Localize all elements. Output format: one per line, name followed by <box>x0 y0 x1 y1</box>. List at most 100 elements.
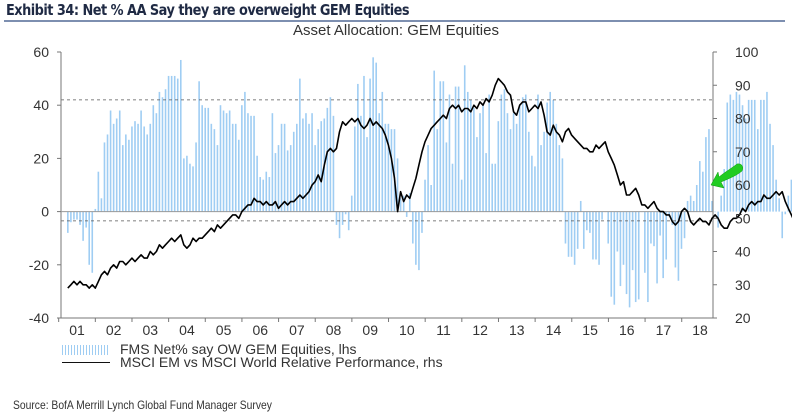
bar <box>695 185 698 212</box>
x-tick-label: 12 <box>472 322 488 338</box>
bar <box>115 118 118 212</box>
bar <box>482 105 484 212</box>
right-tick-label: 100 <box>735 44 759 60</box>
bar <box>289 145 292 212</box>
bar <box>253 115 255 212</box>
bar <box>97 171 100 212</box>
bar <box>442 81 445 212</box>
bar <box>494 163 497 212</box>
bar <box>250 115 252 212</box>
bar <box>613 211 616 305</box>
bar <box>82 211 84 241</box>
bar <box>619 211 622 287</box>
bar <box>488 94 490 212</box>
bar <box>222 110 225 212</box>
bar <box>418 211 420 271</box>
bar <box>534 166 536 212</box>
bar <box>350 195 353 212</box>
bar <box>210 123 213 212</box>
bar <box>134 121 136 212</box>
x-tick-label: 06 <box>252 322 268 338</box>
bar <box>637 211 640 300</box>
left-tick-label: -40 <box>29 310 49 326</box>
bar <box>708 129 710 212</box>
bar <box>146 134 149 212</box>
bar <box>408 192 411 212</box>
bar <box>244 91 246 212</box>
bar <box>549 91 552 212</box>
exhibit-title: Exhibit 34: Net % AA Say they are overwe… <box>6 1 410 19</box>
bar <box>515 123 518 212</box>
title-rule <box>4 20 785 22</box>
bar <box>598 211 600 265</box>
bar <box>106 134 109 212</box>
bar <box>592 211 594 260</box>
bar <box>286 150 289 212</box>
bar <box>421 211 423 233</box>
bar <box>589 211 591 233</box>
bar <box>329 97 332 212</box>
bar <box>192 166 194 212</box>
bar <box>283 123 286 212</box>
bar <box>711 200 713 212</box>
bar <box>766 91 768 212</box>
bar <box>149 123 152 212</box>
bar <box>616 211 619 252</box>
left-tick-label: 20 <box>33 150 49 166</box>
legend-item-line: MSCI EM vs MSCI World Relative Performan… <box>62 355 443 369</box>
right-tick-label: 60 <box>735 177 751 193</box>
chart-title: Asset Allocation: GEM Equities <box>293 22 499 39</box>
reference-lines <box>61 99 713 222</box>
bar <box>436 129 439 212</box>
bar <box>546 102 548 212</box>
bar <box>540 145 542 212</box>
bar <box>741 105 744 212</box>
bar <box>662 211 664 279</box>
bar <box>485 153 487 212</box>
bar <box>399 198 402 212</box>
left-tick-label: 40 <box>33 97 49 113</box>
bar <box>561 158 564 212</box>
bar <box>393 129 396 212</box>
bar <box>576 211 579 249</box>
bar <box>207 107 210 212</box>
bar <box>247 113 249 212</box>
x-tick-label: 18 <box>692 322 708 338</box>
bar <box>726 102 729 212</box>
right-tick-label: 90 <box>735 77 751 93</box>
bar <box>360 115 362 212</box>
bar <box>503 89 506 212</box>
bar <box>88 211 91 265</box>
bar <box>521 97 524 212</box>
bar <box>702 171 704 212</box>
bar <box>729 94 732 212</box>
bar <box>100 198 103 212</box>
bar <box>497 121 500 212</box>
bar <box>659 211 661 236</box>
bar <box>369 78 371 212</box>
bar <box>354 126 356 212</box>
bar <box>201 105 203 212</box>
bar <box>372 57 374 212</box>
bar <box>500 94 503 212</box>
bar <box>268 177 271 212</box>
right-tick-label: 40 <box>735 244 751 260</box>
bar <box>689 195 692 212</box>
bar <box>170 75 173 212</box>
bar <box>357 83 359 212</box>
bar <box>384 123 387 212</box>
bar <box>387 123 390 212</box>
bar <box>628 211 631 308</box>
x-tick-label: 17 <box>656 322 672 338</box>
bar <box>70 211 72 223</box>
bar <box>173 75 176 212</box>
bar <box>198 81 200 212</box>
bar <box>607 211 610 244</box>
x-tick-label: 05 <box>216 322 232 338</box>
bar <box>586 211 588 231</box>
bar <box>121 145 124 212</box>
left-tick-label: -20 <box>29 257 49 273</box>
bar <box>543 131 545 212</box>
bar <box>732 99 735 212</box>
bar <box>631 211 634 271</box>
